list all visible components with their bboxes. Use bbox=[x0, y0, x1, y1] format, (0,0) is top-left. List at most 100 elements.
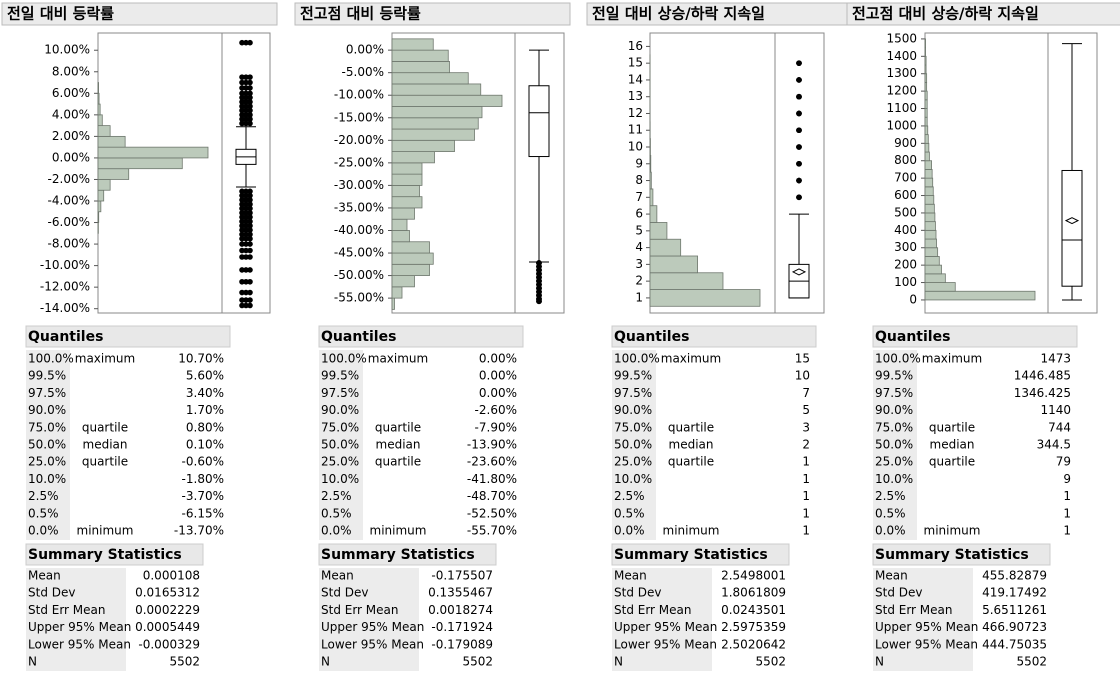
histogram-bar bbox=[924, 151, 930, 162]
y-tick-label: 12 bbox=[628, 106, 643, 120]
quantile-value: -41.80% bbox=[467, 472, 517, 486]
summary-name: Mean bbox=[614, 569, 647, 583]
outlier bbox=[239, 103, 245, 110]
quantile-value: 0.00% bbox=[479, 386, 517, 400]
quantile-value: -48.70% bbox=[467, 489, 517, 503]
histogram-bar bbox=[924, 47, 926, 57]
summary-name: Lower 95% Mean bbox=[28, 637, 131, 651]
summary-value: 5.6511261 bbox=[982, 603, 1047, 617]
y-tick-label: 0.00% bbox=[346, 43, 384, 57]
y-tick-label: 200 bbox=[894, 258, 917, 272]
y-tick-label: -50.00% bbox=[334, 268, 384, 282]
quantile-pct: 90.0% bbox=[875, 403, 913, 417]
y-tick-label: -10.00% bbox=[334, 88, 384, 102]
outlier bbox=[243, 241, 249, 247]
outlier bbox=[239, 205, 245, 212]
quantile-pct: 50.0% bbox=[28, 438, 66, 452]
outlier bbox=[239, 112, 245, 118]
quantile-label: quartile bbox=[929, 455, 975, 469]
outlier bbox=[247, 120, 253, 127]
quantile-pct: 50.0% bbox=[875, 438, 913, 452]
histogram-bar bbox=[924, 116, 928, 127]
quantile-value: 1 bbox=[802, 506, 810, 520]
histogram-bar bbox=[391, 72, 469, 85]
histogram-bar bbox=[391, 297, 395, 310]
outlier bbox=[247, 103, 253, 110]
y-tick-label: -30.00% bbox=[334, 178, 384, 192]
outlier bbox=[239, 227, 245, 233]
panel-title: 전일 대비 상승/하락 지속일 bbox=[592, 5, 765, 23]
quantile-pct: 90.0% bbox=[614, 403, 652, 417]
quantile-pct: 97.5% bbox=[28, 386, 66, 400]
quantile-value: 7 bbox=[802, 386, 810, 400]
summary-name: Mean bbox=[28, 569, 61, 583]
outlier bbox=[239, 188, 245, 195]
y-tick-label: 3 bbox=[635, 257, 643, 271]
quantile-pct: 99.5% bbox=[28, 369, 66, 383]
quantile-value: -13.90% bbox=[467, 438, 517, 452]
outlier bbox=[239, 247, 245, 254]
summary-name: Upper 95% Mean bbox=[614, 620, 717, 634]
quantile-value: -2.60% bbox=[475, 403, 517, 417]
histogram-bar bbox=[391, 252, 434, 265]
quantile-pct: 0.5% bbox=[28, 506, 59, 520]
outlier bbox=[239, 116, 245, 122]
histogram-bar bbox=[924, 108, 928, 118]
y-tick-label: 0 bbox=[909, 292, 917, 306]
outlier bbox=[239, 214, 245, 220]
summary-value: 5502 bbox=[1016, 655, 1047, 669]
y-tick-label: 8 bbox=[635, 173, 643, 187]
y-tick-label: -4.00% bbox=[48, 194, 90, 208]
quantile-value: -7.90% bbox=[475, 420, 517, 434]
histogram-bar bbox=[391, 230, 410, 243]
histogram-bar bbox=[391, 173, 423, 186]
y-tick-label: 1400 bbox=[886, 49, 917, 63]
histogram-bar bbox=[391, 263, 430, 276]
outlier bbox=[796, 160, 802, 167]
outlier bbox=[243, 201, 249, 208]
quantile-label: quartile bbox=[82, 455, 128, 469]
y-tick-label: 1200 bbox=[886, 84, 917, 98]
histogram-bar bbox=[391, 94, 503, 107]
quantile-pct: 0.0% bbox=[875, 524, 906, 538]
histogram-bar bbox=[391, 184, 420, 198]
table-title: Quantiles bbox=[28, 329, 103, 345]
quantile-pct: 97.5% bbox=[321, 386, 359, 400]
quantile-label: minimum bbox=[924, 524, 981, 538]
outlier bbox=[243, 231, 249, 238]
quantile-value: 5.60% bbox=[186, 369, 224, 383]
summary-name: Lower 95% Mean bbox=[875, 637, 978, 651]
outlier bbox=[239, 210, 245, 216]
summary-value: -0.000329 bbox=[138, 637, 200, 651]
mean-diamond bbox=[791, 268, 807, 276]
summary-value: -0.175507 bbox=[431, 569, 493, 583]
histogram-bar bbox=[924, 186, 934, 196]
outlier bbox=[239, 197, 245, 203]
quantile-value: 1 bbox=[802, 455, 810, 469]
outlier bbox=[243, 99, 249, 105]
y-tick-label: 1500 bbox=[886, 31, 917, 45]
outlier bbox=[247, 218, 253, 225]
quantile-pct: 25.0% bbox=[321, 455, 359, 469]
outlier bbox=[243, 85, 249, 91]
histogram-bar bbox=[391, 218, 408, 231]
y-tick-label: 5 bbox=[635, 223, 643, 237]
quantile-label: minimum bbox=[77, 524, 134, 538]
outlier bbox=[243, 205, 249, 212]
outlier bbox=[796, 60, 802, 66]
quantile-pct: 10.0% bbox=[875, 472, 913, 486]
histogram-bar bbox=[924, 282, 956, 292]
outlier bbox=[243, 79, 249, 86]
histogram-bar bbox=[391, 286, 403, 299]
histogram-bar bbox=[924, 99, 928, 109]
y-tick-label: -25.00% bbox=[334, 155, 384, 169]
quantile-value: 2 bbox=[802, 438, 810, 452]
histogram-bar bbox=[649, 272, 724, 290]
outlier bbox=[243, 297, 249, 303]
y-tick-label: 16 bbox=[628, 39, 643, 53]
quantile-value: 1 bbox=[802, 472, 810, 486]
column-shade bbox=[612, 568, 712, 671]
table-header bbox=[318, 543, 497, 566]
histogram-bar bbox=[924, 177, 934, 188]
y-tick-label: 14 bbox=[628, 72, 643, 86]
